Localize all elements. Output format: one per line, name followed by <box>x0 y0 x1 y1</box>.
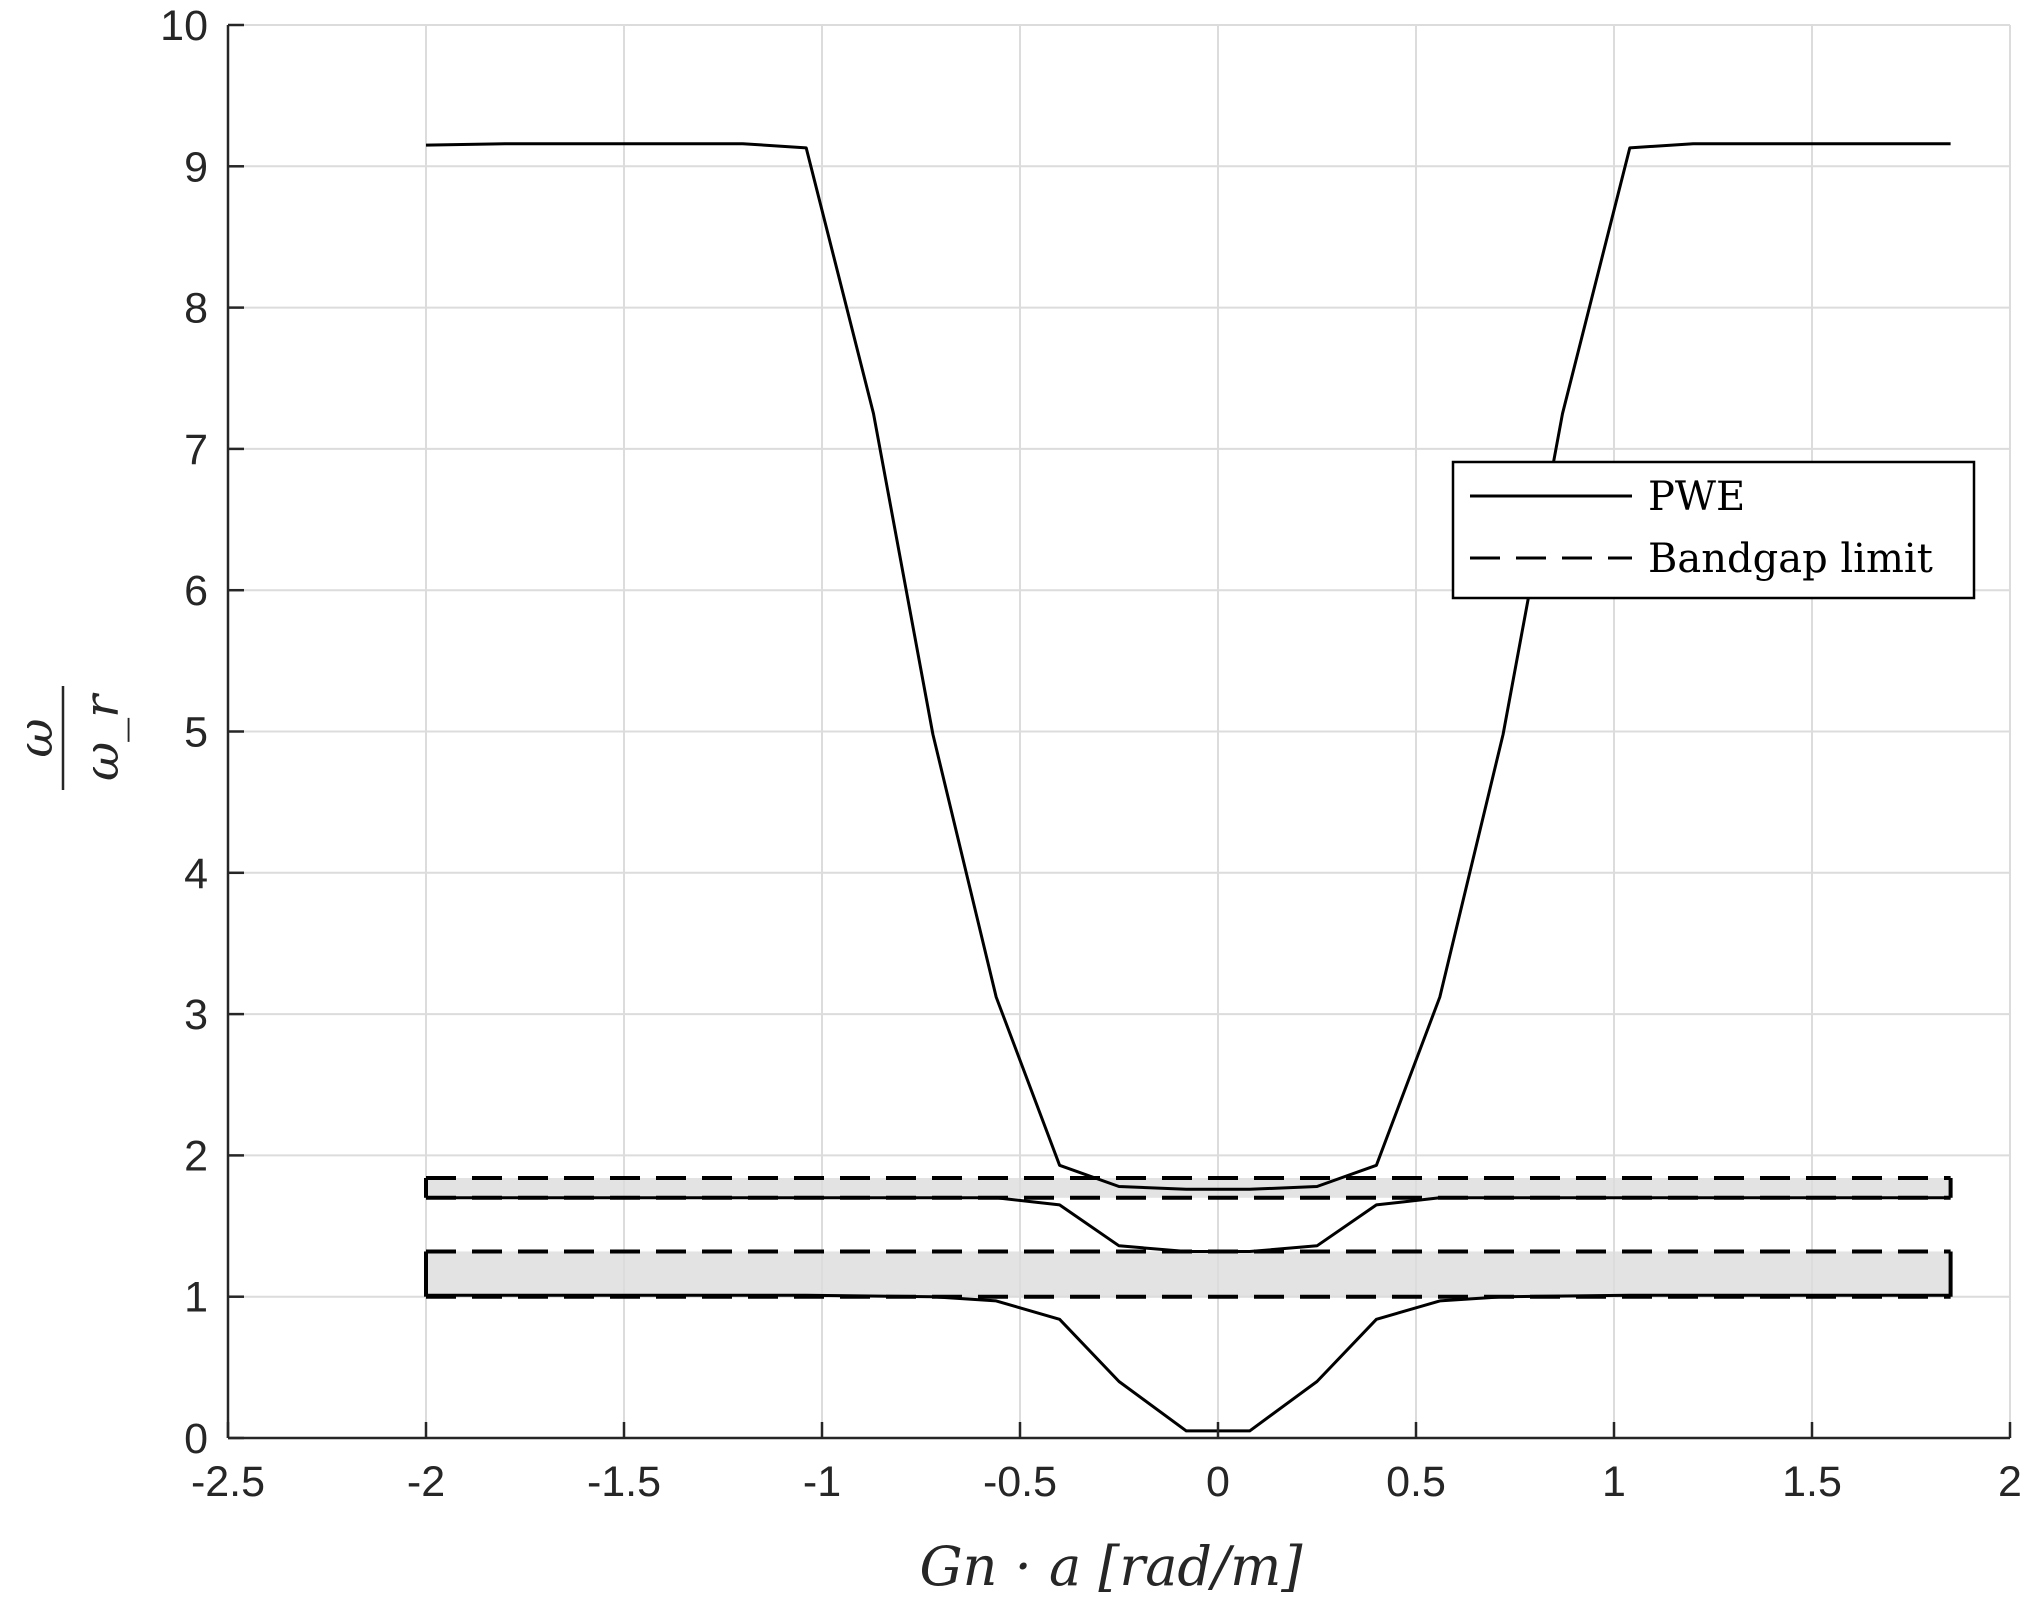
x-tick-label: 1 <box>1602 1458 1626 1506</box>
x-tick-label: 0.5 <box>1386 1458 1446 1506</box>
x-axis-title: Gn · a [rad/m] <box>920 1535 1304 1598</box>
x-tick-label: -1 <box>803 1458 841 1506</box>
y-tick-label: 9 <box>184 143 208 191</box>
y-axis-title-denominator: ω_r <box>74 692 130 781</box>
y-tick-label: 6 <box>184 567 208 615</box>
y-axis-title-numerator: ω <box>8 718 64 757</box>
y-tick-label: 1 <box>184 1274 208 1322</box>
bandgap-layer <box>426 1178 1951 1297</box>
y-tick-label: 5 <box>184 709 208 757</box>
y-axis-title: ω ω_r <box>8 686 130 790</box>
y-tick-label: 10 <box>160 2 208 50</box>
legend-label-pwe: PWE <box>1648 474 1745 520</box>
y-tick-label: 0 <box>184 1415 208 1463</box>
series-layer <box>424 142 1953 1433</box>
legend-box <box>1451 460 1976 600</box>
x-tick-label: -1.5 <box>587 1458 661 1506</box>
y-tick-label: 7 <box>184 426 208 474</box>
x-tick-label: -2.5 <box>191 1458 265 1506</box>
tick-labels: -2.5 -2 -1.5 -1 -0.5 0 0.5 1 1.5 2 0 1 2 3 4 5 6 7 8 9 10 <box>160 2 2022 1506</box>
x-tick-label: 2 <box>1998 1458 2022 1506</box>
y-tick-label: 2 <box>184 1132 208 1180</box>
y-tick-label: 3 <box>184 991 208 1039</box>
legend-label-bandgap-limit: Bandgap limit <box>1648 536 1933 582</box>
y-tick-label: 8 <box>184 285 208 333</box>
bandgap-region-2 <box>426 1251 1951 1297</box>
y-tick-label: 4 <box>184 850 208 898</box>
axes-layer <box>226 23 2012 1440</box>
legend: PWE Bandgap limit <box>1451 460 1976 600</box>
pwe-branch-1 <box>425 142 1951 1191</box>
x-tick-label: 0 <box>1206 1458 1230 1506</box>
x-tick-label: -0.5 <box>983 1458 1057 1506</box>
x-tick-label: 1.5 <box>1782 1458 1842 1506</box>
x-tick-label: -2 <box>407 1458 445 1506</box>
